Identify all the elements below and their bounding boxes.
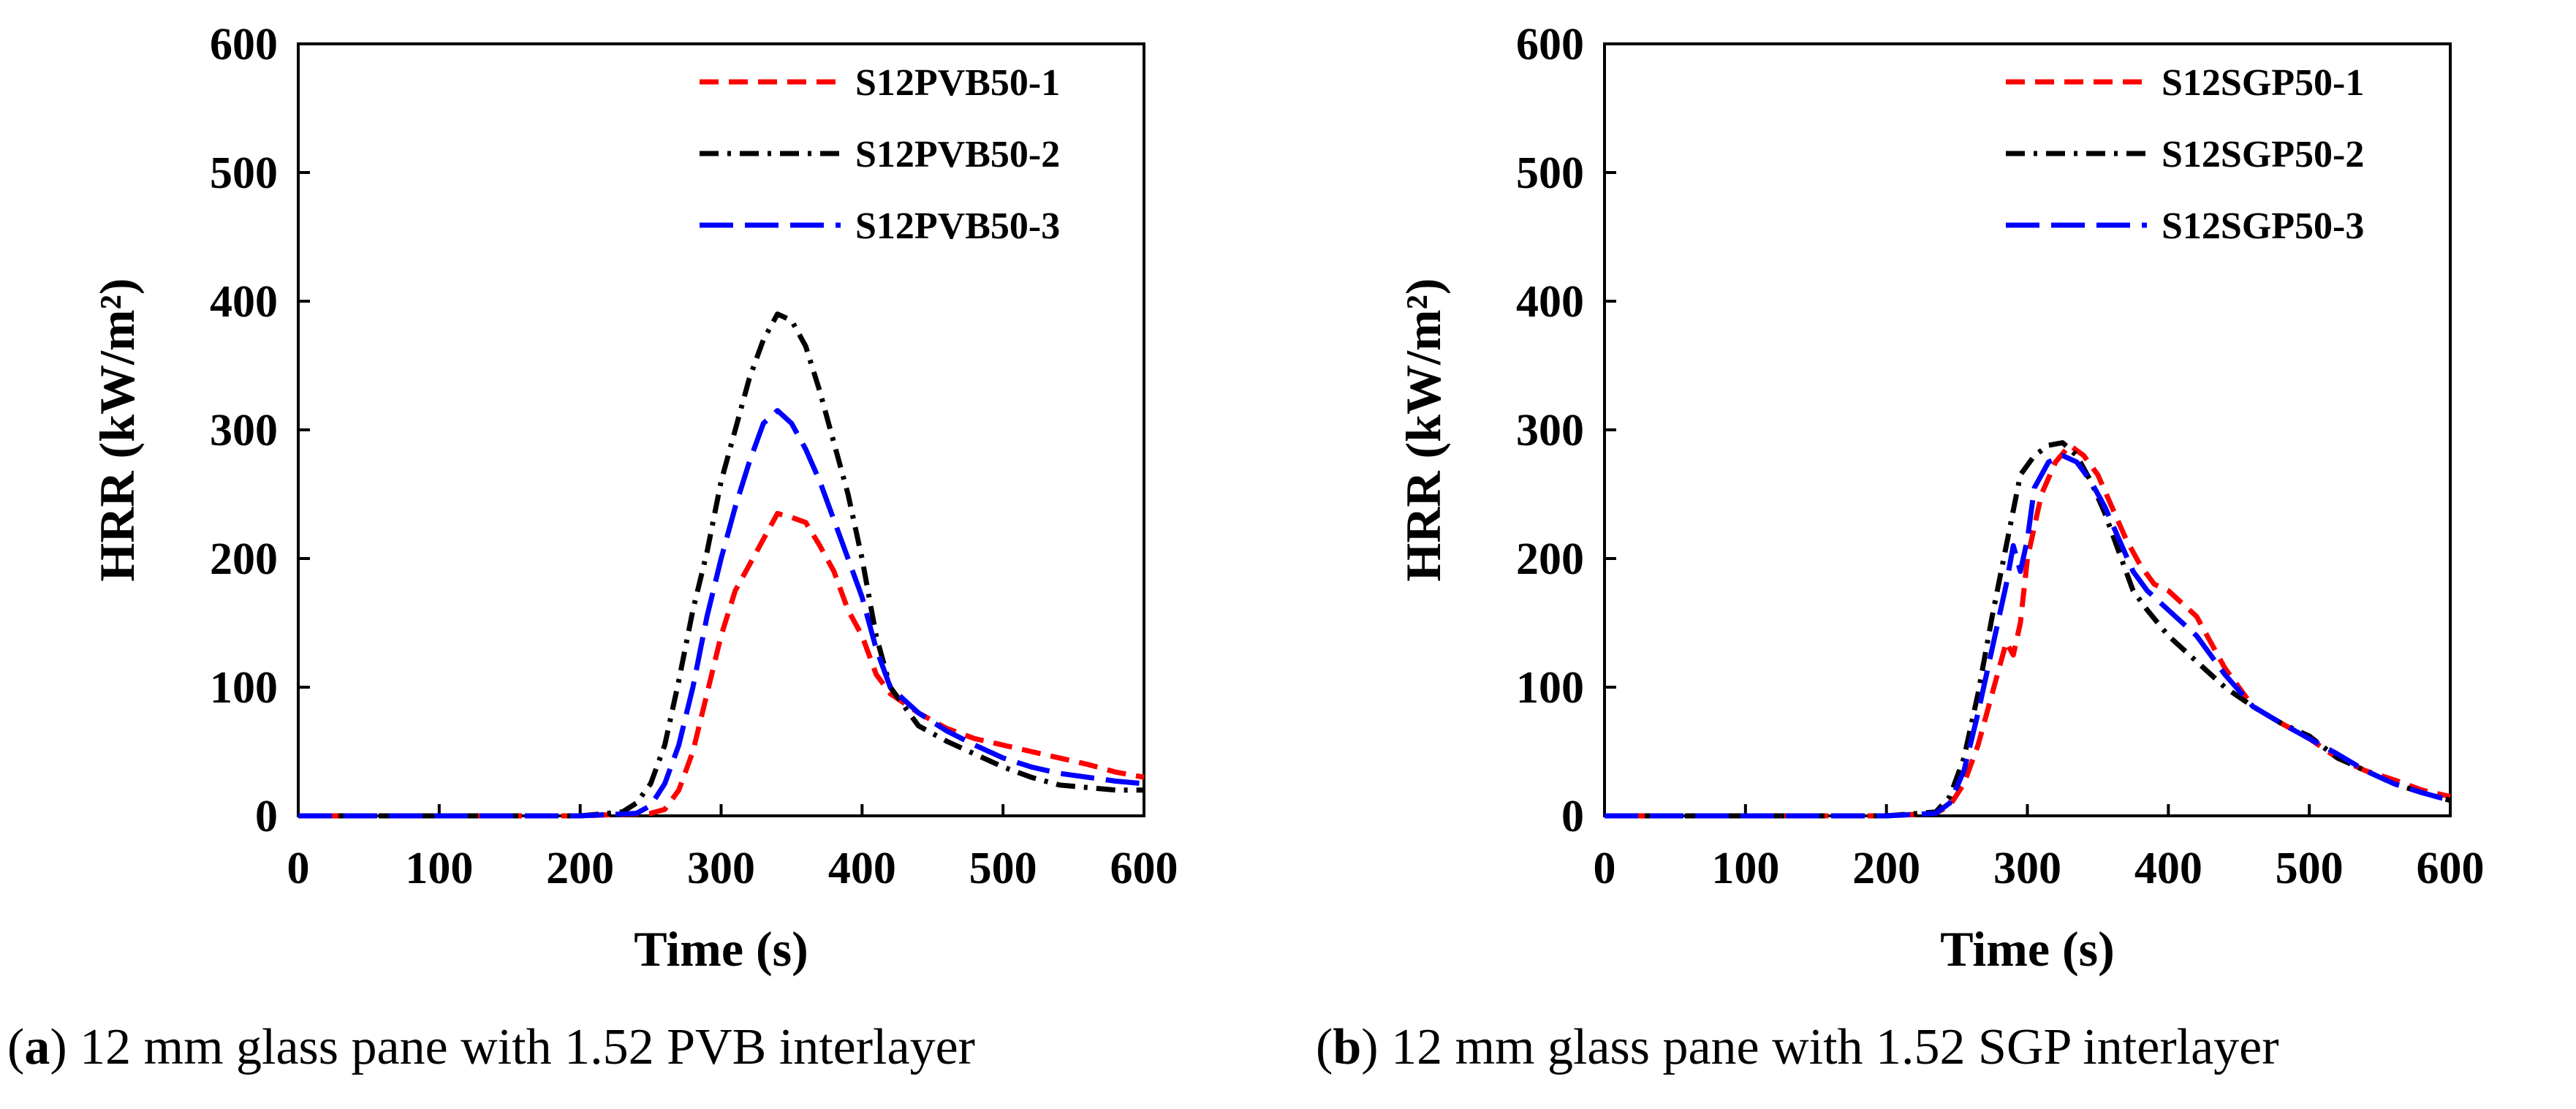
caption-letter: b	[1333, 1019, 1361, 1075]
x-tick-label: 600	[2417, 844, 2485, 893]
y-axis-label: HRR (kW/m²)	[1395, 278, 1451, 581]
y-tick-label: 300	[1516, 406, 1584, 455]
y-axis-label: HRR (kW/m²)	[89, 278, 145, 581]
series-line-s12pvb50-3	[298, 408, 1145, 819]
x-tick-label: 200	[1852, 844, 1920, 893]
x-tick-label: 400	[828, 844, 896, 893]
series-line-s12sgp50-3	[1605, 453, 2451, 819]
series-line-s12pvb50-2	[298, 311, 1144, 819]
caption-letter: a	[24, 1019, 50, 1075]
series-line-s12pvb50-1	[298, 510, 1145, 819]
y-tick-label: 400	[1516, 277, 1584, 327]
series-line-s12sgp50-2	[1605, 440, 2451, 819]
x-tick-label: 100	[405, 844, 473, 893]
legend-label: S12PVB50-2	[855, 134, 1060, 175]
caption-text: 12 mm glass pane with 1.52 PVB interlaye…	[80, 1019, 975, 1075]
y-tick-label: 600	[210, 20, 278, 69]
legend-label: S12PVB50-1	[855, 62, 1060, 104]
chart-panel-a: 0 100 200 300 400 500 600 0 100 200 300 400 500 600 Ti…	[7, 20, 1178, 1075]
x-tick-label: 0	[1594, 844, 1616, 893]
y-tick-label: 0	[1561, 792, 1584, 841]
y-tick-label: 600	[1516, 20, 1584, 69]
x-tick-label: 0	[287, 844, 310, 893]
legend-label: S12PVB50-3	[855, 205, 1060, 247]
panel-caption: (a) 12 mm glass pane with 1.52 PVB inter…	[7, 1019, 975, 1075]
legend-label: S12SGP50-3	[2162, 205, 2364, 247]
y-tick-label: 300	[210, 406, 278, 455]
x-tick-label: 300	[687, 844, 755, 893]
x-tick-label: 100	[1711, 844, 1779, 893]
x-tick-label: 200	[546, 844, 614, 893]
y-tick-label: 500	[1516, 148, 1584, 198]
y-tick-label: 200	[1516, 534, 1584, 584]
legend-label: S12SGP50-1	[2162, 62, 2364, 104]
legend-label: S12SGP50-2	[2162, 134, 2364, 175]
panel-caption: (b) 12 mm glass pane with 1.52 SGP inter…	[1316, 1019, 2279, 1075]
y-tick-label: 100	[210, 663, 278, 713]
y-tick-label: 200	[210, 534, 278, 584]
y-tick-label: 400	[210, 277, 278, 327]
x-axis-label: Time (s)	[634, 921, 808, 977]
y-tick-label: 500	[210, 148, 278, 198]
caption-text: 12 mm glass pane with 1.52 SGP interlaye…	[1391, 1019, 2278, 1075]
x-tick-label: 300	[1993, 844, 2061, 893]
x-tick-label: 500	[969, 844, 1037, 893]
series-line-s12sgp50-1	[1605, 442, 2451, 819]
y-tick-label: 100	[1516, 663, 1584, 713]
x-tick-label: 600	[1110, 844, 1178, 893]
y-tick-label: 0	[255, 792, 278, 841]
x-tick-label: 400	[2134, 844, 2202, 893]
chart-panel-b: 0 100 200 300 400 500 600 0 100 200 300 400 500 600 Ti…	[1316, 20, 2485, 1075]
x-tick-label: 500	[2276, 844, 2344, 893]
x-axis-label: Time (s)	[1940, 921, 2115, 977]
